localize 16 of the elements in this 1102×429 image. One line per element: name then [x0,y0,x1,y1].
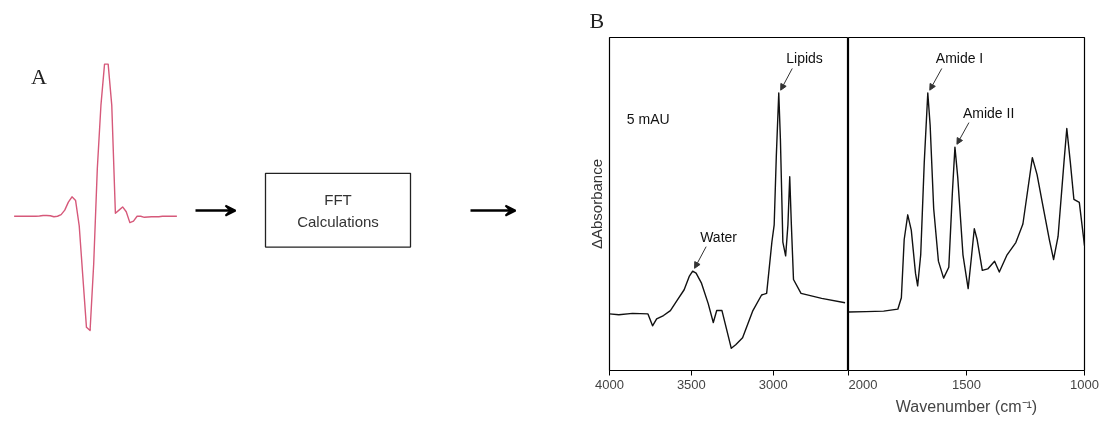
x-tick-label: 3000 [758,376,788,392]
x-tick-label: 2000 [848,376,878,392]
annotation: Lipids [786,50,823,67]
annotation: Water [700,228,738,245]
x-tick-label: 4000 [595,376,624,392]
y-axis-title: ΔAbsorbance [587,158,605,250]
annotation: Amide II [962,104,1015,121]
x-tick-label: 3500 [676,376,706,392]
x-axis-title: Wavenumber (cm⁻¹) [895,397,1038,415]
annotation: 5 mAU [626,111,670,128]
annotation: Amide I [935,50,984,67]
chart-title: B [589,7,605,33]
text: FFT Calculations [297,190,379,230]
x-tick-label: 1500 [952,376,981,392]
x-tick-label: 1000 [1070,376,1099,392]
chart-title: A [30,64,47,90]
